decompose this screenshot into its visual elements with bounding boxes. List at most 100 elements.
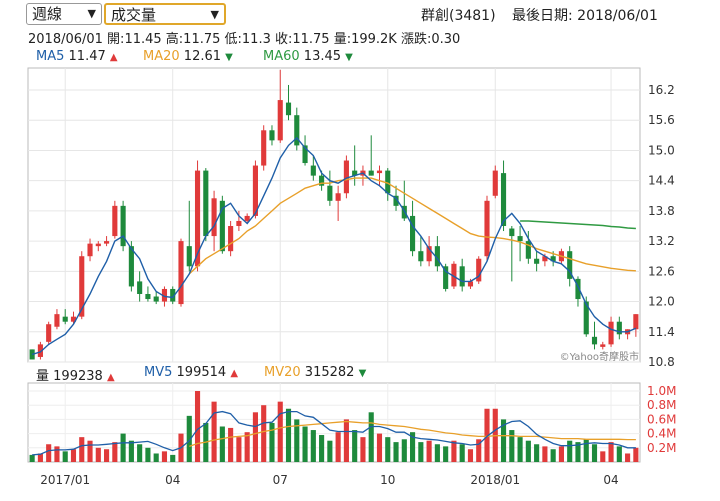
ma60-label: MA60 [263,49,300,64]
price-tick-label: 13.8 [648,204,675,218]
indicator-select-value: 成交量 [111,6,157,24]
candle-body [600,344,606,347]
ma5-value: 11.47 [68,49,106,64]
price-plot-frame [27,67,641,363]
volume-tick-label: 0.4M [647,427,676,441]
volume-plot-frame [27,382,641,463]
up-arrow-icon: ▲ [230,368,239,379]
up-arrow-icon: ▲ [106,372,115,383]
candle-body [62,316,68,322]
candle-body [128,246,134,287]
candle-body [161,288,168,302]
candle-body [104,241,110,244]
candle-body [525,241,531,259]
candle-body [484,200,490,257]
candle-body [79,256,85,317]
volume-tick-label: 0.2M [647,441,676,455]
volume-bar [302,426,308,462]
candle-body [302,145,308,164]
candle-body [616,321,622,335]
period-select[interactable]: 週線 ▼ [26,3,102,25]
volume-bar [137,444,143,462]
candle-body [608,321,614,345]
candle-body [550,256,556,262]
candle-body [228,226,234,252]
x-tick-label: 10 [380,473,395,487]
volume-bar [219,426,225,462]
volume-bar [517,437,523,462]
candle-body [145,294,151,300]
candle-body [335,193,341,201]
candle-body [186,246,192,267]
volume-bar [236,437,242,462]
x-tick-label: 2018/01 [470,473,520,487]
candle-body [236,220,242,226]
volume-tick-label: 0.8M [647,398,676,412]
dropdown-arrow-icon: ▼ [87,7,96,20]
indicator-select[interactable]: 成交量 ▼ [104,3,226,25]
volume-bar [534,444,540,462]
volume-bar [79,437,85,462]
candle-body [269,130,275,141]
candle-body [426,246,432,262]
volume-tick-label: 1.0M [647,384,676,398]
volume-tick-label: 0.6M [647,412,676,426]
volume-bar [46,444,52,462]
period-select-value: 週線 [32,5,63,23]
mv5-label: MV5 [144,365,173,380]
volume-bar [567,440,573,462]
volume-bar [591,444,598,462]
volume-bar [120,433,126,462]
candle-body [567,251,573,279]
volume-bar [583,439,589,462]
volume-bar [343,419,349,462]
watermark: ©Yahoo奇摩股市 [560,350,639,363]
candle-body [376,170,383,174]
dropdown-arrow-icon: ▼ [210,8,219,21]
volume-bar [633,447,639,462]
volume-bar [558,446,564,462]
volume-bar [352,430,358,462]
volume-bar [484,408,490,462]
volume-bar [376,433,383,462]
candle-body [261,130,267,166]
ma20-line [188,177,636,275]
candle-body [46,324,52,342]
volume-value: 199238 [53,369,103,384]
candle-body [219,200,225,252]
candle-body [352,170,358,176]
volume-bar [550,449,556,462]
price-tick-label: 13.2 [648,234,675,248]
mv20-line [189,420,636,448]
price-tick-label: 12.0 [648,295,675,309]
candle-body [178,241,184,305]
volume-panel: 1.0M0.8M0.6M0.4M0.2M [27,382,676,463]
volume-bar [467,449,474,462]
volume-bar [62,451,68,462]
candle-body [542,256,548,262]
candle-body [285,102,292,116]
volume-bar [418,442,424,462]
volume-bar [443,446,449,462]
candle-body [393,195,399,206]
volume-bar [542,446,548,462]
ma20-label: MA20 [143,49,180,64]
volume-bar [616,446,622,462]
candle-body [451,263,457,287]
stock-name: 群創(3481) [421,8,496,24]
candle-body [509,228,515,237]
candle-body [410,215,416,252]
volume-bar [335,432,341,462]
candle-body [492,170,498,196]
ma5-line [31,136,637,356]
candle-body [459,266,465,287]
up-arrow-icon: ▲ [109,52,118,63]
volume-bar [285,408,292,462]
volume-bar [87,440,93,462]
candle-body [343,160,349,194]
volume-bar [211,401,217,462]
volume-bar [128,440,134,462]
volume-bar [170,454,176,462]
volume-bar [625,453,631,462]
